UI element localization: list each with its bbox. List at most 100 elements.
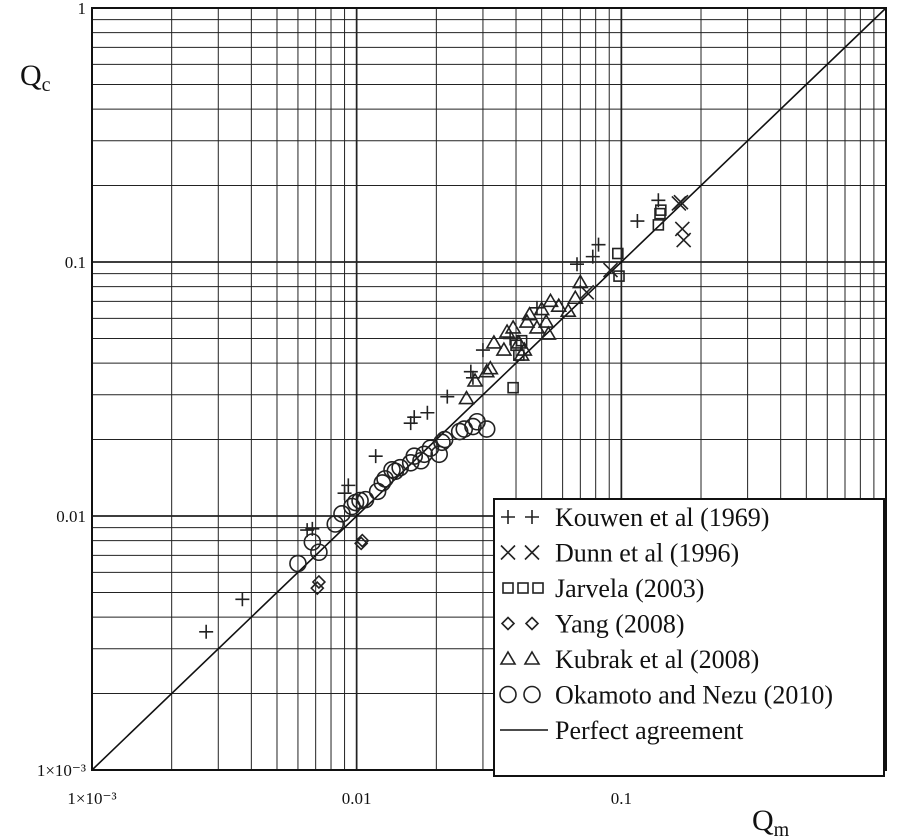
y-tick-label: 0.01 bbox=[56, 507, 86, 526]
legend-label: Kubrak et al (2008) bbox=[555, 645, 759, 674]
data-point-x bbox=[673, 194, 689, 210]
data-point-circle bbox=[373, 474, 392, 492]
data-point-plus bbox=[368, 449, 383, 464]
data-point-triangle bbox=[498, 323, 516, 338]
legend-label: Okamoto and Nezu (2010) bbox=[555, 681, 833, 710]
x-axis-label: Qm bbox=[752, 804, 790, 838]
data-point-triangle bbox=[571, 273, 589, 289]
data-point-triangle bbox=[539, 325, 557, 340]
y-tick-label: 1×10⁻³ bbox=[37, 761, 86, 780]
legend-marker-circle bbox=[523, 685, 541, 704]
legend-marker-circle bbox=[499, 685, 517, 704]
legend-marker-x bbox=[500, 544, 516, 561]
x-tick-label: 0.01 bbox=[342, 789, 372, 808]
data-point-plus bbox=[420, 405, 435, 420]
y-tick-label: 1 bbox=[78, 0, 87, 18]
data-point-square bbox=[652, 219, 665, 231]
data-point-circle bbox=[351, 491, 369, 510]
data-point-square bbox=[507, 381, 519, 394]
data-point-circle bbox=[477, 420, 496, 438]
data-point-circle bbox=[391, 458, 409, 477]
data-point-triangle bbox=[466, 372, 484, 387]
data-point-plus bbox=[440, 389, 455, 404]
data-point-triangle bbox=[566, 289, 584, 305]
legend-marker-plus bbox=[525, 510, 539, 524]
x-tick-label: 1×10⁻³ bbox=[67, 789, 116, 808]
data-point-x bbox=[602, 262, 619, 278]
data-point-circle bbox=[435, 430, 454, 449]
data-point-plus bbox=[407, 410, 422, 425]
data-point-triangle bbox=[458, 389, 475, 405]
data-point-plus bbox=[475, 343, 490, 358]
data-point-plus bbox=[403, 416, 418, 431]
legend-marker-square bbox=[517, 582, 529, 594]
data-point-plus bbox=[591, 237, 606, 252]
data-point-plus bbox=[463, 364, 478, 379]
data-point-plus bbox=[585, 249, 600, 264]
data-point-square bbox=[613, 270, 625, 282]
legend-marker-triangle bbox=[499, 650, 517, 665]
y-axis-label-main: Q bbox=[20, 59, 42, 92]
data-point-triangle bbox=[550, 297, 568, 312]
data-point-plus bbox=[337, 486, 352, 501]
data-point-circle bbox=[421, 439, 440, 457]
data-point-circle bbox=[386, 462, 405, 481]
data-point-triangle bbox=[504, 319, 522, 334]
data-point-triangle bbox=[485, 334, 503, 349]
data-point-plus bbox=[341, 478, 356, 493]
data-point-plus bbox=[570, 257, 585, 272]
data-point-diamond bbox=[355, 533, 370, 548]
legend-label: Jarvela (2003) bbox=[555, 574, 704, 603]
x-tick-labels: 1×10⁻³ 0.01 0.1 bbox=[67, 789, 632, 808]
data-point-circle bbox=[464, 417, 482, 436]
data-point-triangle bbox=[515, 341, 533, 356]
legend-label: Perfect agreement bbox=[555, 716, 744, 745]
legend-marker-square bbox=[502, 582, 514, 594]
legend-label: Dunn et al (1996) bbox=[555, 539, 739, 568]
legend-marker-plus bbox=[501, 510, 515, 524]
data-point-triangle bbox=[518, 313, 536, 328]
legend-label: Yang (2008) bbox=[555, 610, 685, 639]
data-point-circle bbox=[415, 445, 434, 464]
data-point-circle bbox=[433, 433, 451, 452]
data-point-circle bbox=[326, 515, 345, 533]
plot-frame bbox=[91, 7, 887, 771]
legend-label: Kouwen et al (1969) bbox=[555, 503, 769, 532]
data-point-triangle bbox=[559, 302, 577, 318]
data-point-diamond bbox=[311, 574, 327, 590]
data-point-square bbox=[655, 204, 667, 216]
x-tick-label: 0.1 bbox=[611, 789, 632, 808]
y-axis-label: Qc bbox=[20, 59, 51, 96]
data-point-triangle bbox=[537, 313, 555, 328]
data-point-circle bbox=[356, 490, 375, 509]
legend-marker-triangle bbox=[523, 650, 541, 665]
legend-marker-x bbox=[524, 544, 540, 561]
legend-marker-diamond bbox=[500, 616, 516, 631]
legend-marker-square bbox=[532, 582, 544, 594]
data-point-circle bbox=[310, 543, 328, 562]
data-point-plus bbox=[529, 300, 544, 315]
x-axis-label-main: Q bbox=[752, 804, 774, 837]
perfect-agreement-line bbox=[91, 7, 887, 771]
data-point-triangle bbox=[533, 300, 551, 316]
data-point-plus bbox=[235, 592, 250, 607]
data-point-triangle bbox=[481, 360, 499, 375]
data-point-plus bbox=[630, 214, 645, 229]
data-point-x bbox=[676, 232, 692, 248]
x-axis-label-subscript: m bbox=[774, 819, 790, 838]
data-point-triangle bbox=[521, 306, 538, 321]
y-axis-label-subscript: c bbox=[42, 74, 51, 96]
data-point-triangle bbox=[478, 363, 496, 378]
data-point-triangle bbox=[542, 292, 559, 308]
data-point-circle bbox=[289, 554, 307, 573]
data-point-plus bbox=[199, 624, 214, 639]
legend-box bbox=[493, 498, 885, 777]
data-point-square bbox=[612, 247, 624, 260]
data-points bbox=[199, 193, 692, 639]
data-point-triangle bbox=[510, 334, 528, 349]
data-point-square bbox=[654, 207, 666, 220]
data-point-circle bbox=[303, 533, 322, 551]
data-point-triangle bbox=[495, 341, 513, 356]
y-tick-labels: 1×10⁻³ 0.01 0.1 1 bbox=[37, 0, 86, 780]
y-tick-label: 0.1 bbox=[65, 253, 86, 272]
